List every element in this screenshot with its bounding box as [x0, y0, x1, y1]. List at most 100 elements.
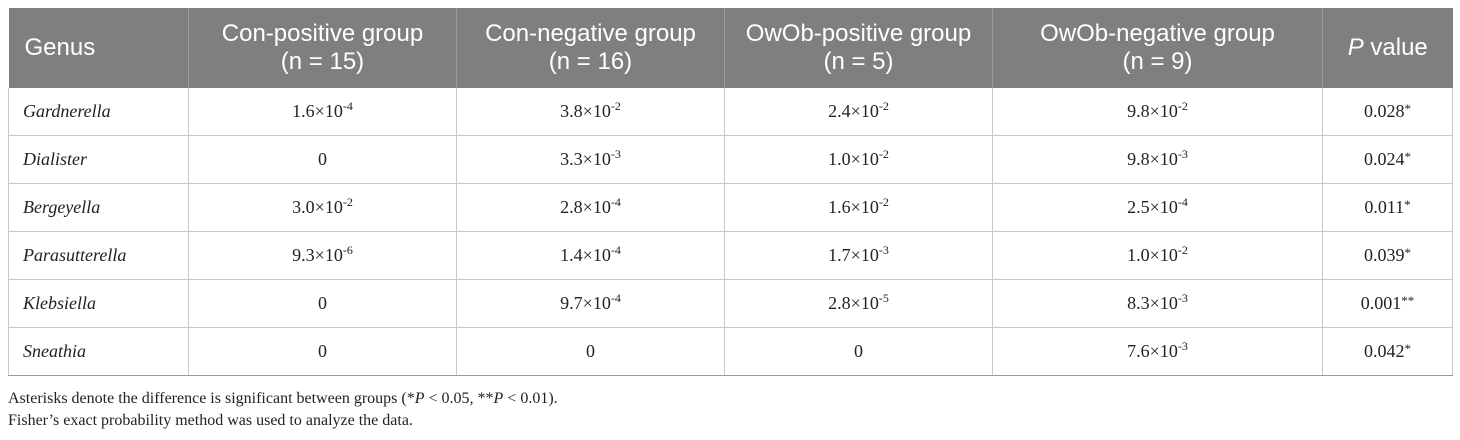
- data-table: Genus Con-positive group (n = 15) Con-ne…: [8, 8, 1453, 376]
- abundance-cell: 0: [188, 135, 457, 184]
- value-exponent: -2: [878, 195, 889, 209]
- table-row: Bergeyella 3.0×10-2 2.8×10-4 1.6×10-2 2.5×10…: [8, 183, 1453, 232]
- value-mantissa: 2.8: [828, 293, 851, 313]
- value-mantissa: 8.3: [1127, 293, 1150, 313]
- p-value: 0.001: [1360, 293, 1402, 313]
- value-exponent: -3: [878, 243, 889, 257]
- value-times-ten: ×10: [1149, 101, 1178, 121]
- significance-stars: **: [1401, 293, 1415, 308]
- value-mantissa: 0: [318, 293, 327, 313]
- value-exponent: -4: [610, 291, 621, 305]
- value-exponent: -2: [1177, 99, 1188, 113]
- footnote-significance-p2: P: [493, 390, 504, 407]
- header-p-value: P value: [1322, 8, 1453, 88]
- value-mantissa: 3.8: [560, 101, 583, 121]
- value-times-ten: ×10: [1149, 149, 1178, 169]
- value-times-ten: ×10: [582, 149, 611, 169]
- footnote-significance-text-e: < 0.01).: [503, 390, 558, 407]
- value-mantissa: 1.4: [560, 245, 583, 265]
- header-p-italic: P: [1347, 34, 1364, 61]
- header-owob-positive-line2: (n = 5): [823, 48, 894, 75]
- value-mantissa: 0: [318, 341, 327, 361]
- value-times-ten: ×10: [582, 197, 611, 217]
- genus-cell: Dialister: [8, 135, 189, 184]
- footnote-significance-text-c: < 0.05, **: [424, 390, 494, 407]
- value-exponent: -3: [1177, 339, 1188, 353]
- abundance-cell: 2.5×10-4: [992, 183, 1323, 232]
- abundance-cell: 1.4×10-4: [456, 231, 725, 280]
- value-mantissa: 2.5: [1127, 197, 1150, 217]
- abundance-cell: 3.8×10-2: [456, 88, 725, 136]
- header-owob-negative-line1: OwOb-negative group: [1040, 20, 1275, 47]
- abundance-cell: 3.0×10-2: [188, 183, 457, 232]
- value-mantissa: 3.3: [560, 149, 583, 169]
- value-times-ten: ×10: [850, 101, 879, 121]
- header-owob-positive-line1: OwOb-positive group: [745, 20, 972, 47]
- value-times-ten: ×10: [582, 293, 611, 313]
- genus-cell: Sneathia: [8, 327, 189, 376]
- table-row: Dialister 0 3.3×10-3 1.0×10-2 9.8×10-3 0.024*: [8, 135, 1453, 184]
- value-times-ten: ×10: [850, 149, 879, 169]
- genus-cell: Gardnerella: [8, 88, 189, 136]
- footnote-significance: Asterisks denote the difference is signi…: [8, 388, 1452, 410]
- p-value-cell: 0.001**: [1322, 279, 1453, 328]
- value-exponent: -4: [342, 99, 353, 113]
- significance-stars: *: [1404, 149, 1412, 164]
- abundance-cell: 9.8×10-2: [992, 88, 1323, 136]
- footnote-method: Fisher’s exact probability method was us…: [8, 412, 413, 429]
- value-times-ten: ×10: [314, 101, 343, 121]
- value-mantissa: 9.8: [1127, 149, 1150, 169]
- value-mantissa: 0: [854, 341, 863, 361]
- abundance-cell: 8.3×10-3: [992, 279, 1323, 328]
- footnote-significance-p1: P: [414, 390, 425, 407]
- value-times-ten: ×10: [314, 197, 343, 217]
- value-times-ten: ×10: [582, 245, 611, 265]
- value-times-ten: ×10: [1149, 197, 1178, 217]
- value-mantissa: 2.4: [828, 101, 851, 121]
- table-row: Parasutterella 9.3×10-6 1.4×10-4 1.7×10-3 1.…: [8, 231, 1453, 280]
- p-value-cell: 0.039*: [1322, 231, 1453, 280]
- header-con-negative-line2: (n = 16): [548, 48, 633, 75]
- abundance-cell: 1.7×10-3: [724, 231, 993, 280]
- header-owob-negative: OwOb-negative group (n = 9): [992, 8, 1323, 88]
- p-value: 0.011: [1364, 197, 1405, 217]
- table-row: Gardnerella 1.6×10-4 3.8×10-2 2.4×10-2 9.8×1…: [8, 88, 1453, 136]
- table-row: Sneathia 0 0 0 7.6×10-3 0.042*: [8, 327, 1453, 376]
- significance-stars: *: [1404, 341, 1412, 356]
- value-exponent: -3: [1177, 147, 1188, 161]
- abundance-cell: 0: [456, 327, 725, 376]
- genus-cell: Parasutterella: [8, 231, 189, 280]
- header-con-positive-line2: (n = 15): [280, 48, 365, 75]
- p-value: 0.024: [1364, 149, 1405, 169]
- value-exponent: -2: [610, 99, 621, 113]
- value-mantissa: 3.0: [292, 197, 315, 217]
- value-mantissa: 7.6: [1127, 341, 1150, 361]
- abundance-cell: 3.3×10-3: [456, 135, 725, 184]
- value-mantissa: 1.0: [1127, 245, 1150, 265]
- value-mantissa: 9.8: [1127, 101, 1150, 121]
- p-value-cell: 0.028*: [1322, 88, 1453, 136]
- p-value-cell: 0.042*: [1322, 327, 1453, 376]
- value-times-ten: ×10: [850, 197, 879, 217]
- header-genus: Genus: [8, 8, 189, 88]
- value-mantissa: 1.0: [828, 149, 851, 169]
- footnote-significance-text-a: Asterisks denote the difference is signi…: [8, 390, 415, 407]
- value-mantissa: 0: [586, 341, 595, 361]
- table-body: Gardnerella 1.6×10-4 3.8×10-2 2.4×10-2 9.8×1…: [8, 88, 1453, 376]
- p-value: 0.028: [1364, 101, 1405, 121]
- abundance-cell: 2.8×10-5: [724, 279, 993, 328]
- header-p-value-label: value: [1363, 34, 1428, 61]
- table-footnotes: Asterisks denote the difference is signi…: [8, 388, 1452, 432]
- header-con-negative: Con-negative group (n = 16): [456, 8, 725, 88]
- value-times-ten: ×10: [850, 245, 879, 265]
- value-times-ten: ×10: [1149, 293, 1178, 313]
- value-times-ten: ×10: [850, 293, 879, 313]
- value-times-ten: ×10: [1149, 341, 1178, 361]
- header-owob-negative-line2: (n = 9): [1122, 48, 1193, 75]
- value-mantissa: 1.7: [828, 245, 851, 265]
- abundance-cell: 1.0×10-2: [992, 231, 1323, 280]
- header-con-positive: Con-positive group (n = 15): [188, 8, 457, 88]
- abundance-cell: 9.3×10-6: [188, 231, 457, 280]
- p-value: 0.039: [1364, 245, 1405, 265]
- abundance-cell: 9.7×10-4: [456, 279, 725, 328]
